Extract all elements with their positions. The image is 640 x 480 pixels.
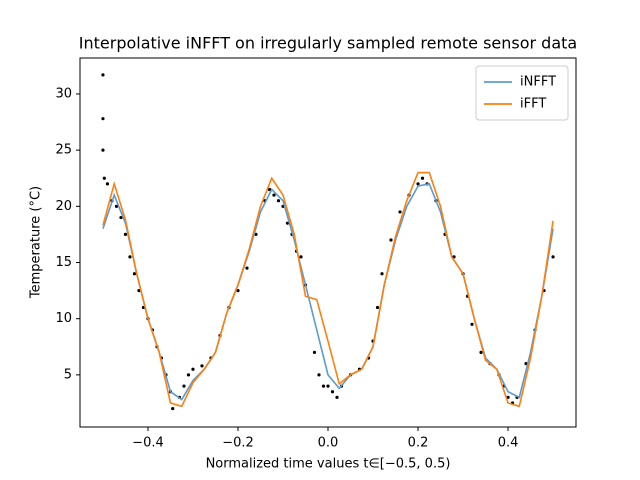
y-tick-label: 15 [55, 255, 72, 270]
data-point [389, 238, 393, 242]
data-point [101, 148, 105, 152]
data-point [380, 272, 384, 276]
data-point [398, 210, 402, 214]
data-point [420, 176, 425, 180]
data-point [254, 232, 258, 237]
data-point [272, 193, 276, 197]
data-point [312, 350, 317, 354]
data-point [191, 367, 195, 371]
data-point [330, 390, 335, 394]
axes-frame [79, 57, 577, 428]
y-tick-label: 5 [64, 367, 72, 382]
x-tick-label: −0.4 [132, 436, 164, 451]
series-line [102, 171, 554, 408]
data-point [123, 232, 128, 237]
legend-box [475, 65, 569, 121]
data-point [236, 288, 240, 293]
x-tick-label: 0.2 [408, 436, 429, 451]
y-tick-label: 25 [55, 143, 72, 158]
data-point [470, 322, 474, 326]
y-tick-label: 30 [55, 86, 72, 101]
x-tick-label: −0.2 [222, 436, 254, 451]
y-tick-label: 20 [55, 199, 72, 214]
plot-area [101, 73, 555, 411]
data-point [276, 199, 281, 203]
data-point [479, 350, 483, 354]
data-point [267, 187, 272, 192]
data-point [101, 73, 105, 77]
data-point [200, 364, 204, 368]
data-point [186, 373, 191, 377]
data-point [171, 406, 175, 411]
data-point [105, 182, 110, 186]
data-point [114, 204, 119, 208]
data-point [375, 305, 380, 310]
legend-label: iFFT [520, 97, 546, 112]
legend-label: iNFFT [520, 75, 556, 90]
data-point [182, 384, 186, 388]
y-axis-label: Temperature (°C) [29, 186, 44, 299]
x-tick-label: 0.0 [318, 436, 339, 451]
data-point [128, 255, 132, 259]
x-axis-label: Normalized time values t∈[−0.5, 0.5) [206, 457, 451, 472]
data-point [245, 266, 249, 270]
x-tick-label: 0.4 [498, 436, 519, 451]
y-tick-label: 10 [55, 311, 72, 326]
data-point [321, 384, 326, 388]
data-point [102, 176, 106, 180]
data-point [101, 117, 105, 121]
data-point [416, 182, 420, 186]
data-point [132, 272, 137, 276]
data-point [317, 373, 321, 377]
data-point [551, 255, 555, 259]
data-point [299, 255, 303, 259]
data-point [335, 395, 339, 399]
data-point [326, 384, 330, 388]
data-point [285, 221, 290, 225]
data-point [137, 288, 141, 293]
data-point [119, 215, 123, 220]
chart-title: Interpolative iNFFT on irregularly sampl… [79, 34, 577, 53]
